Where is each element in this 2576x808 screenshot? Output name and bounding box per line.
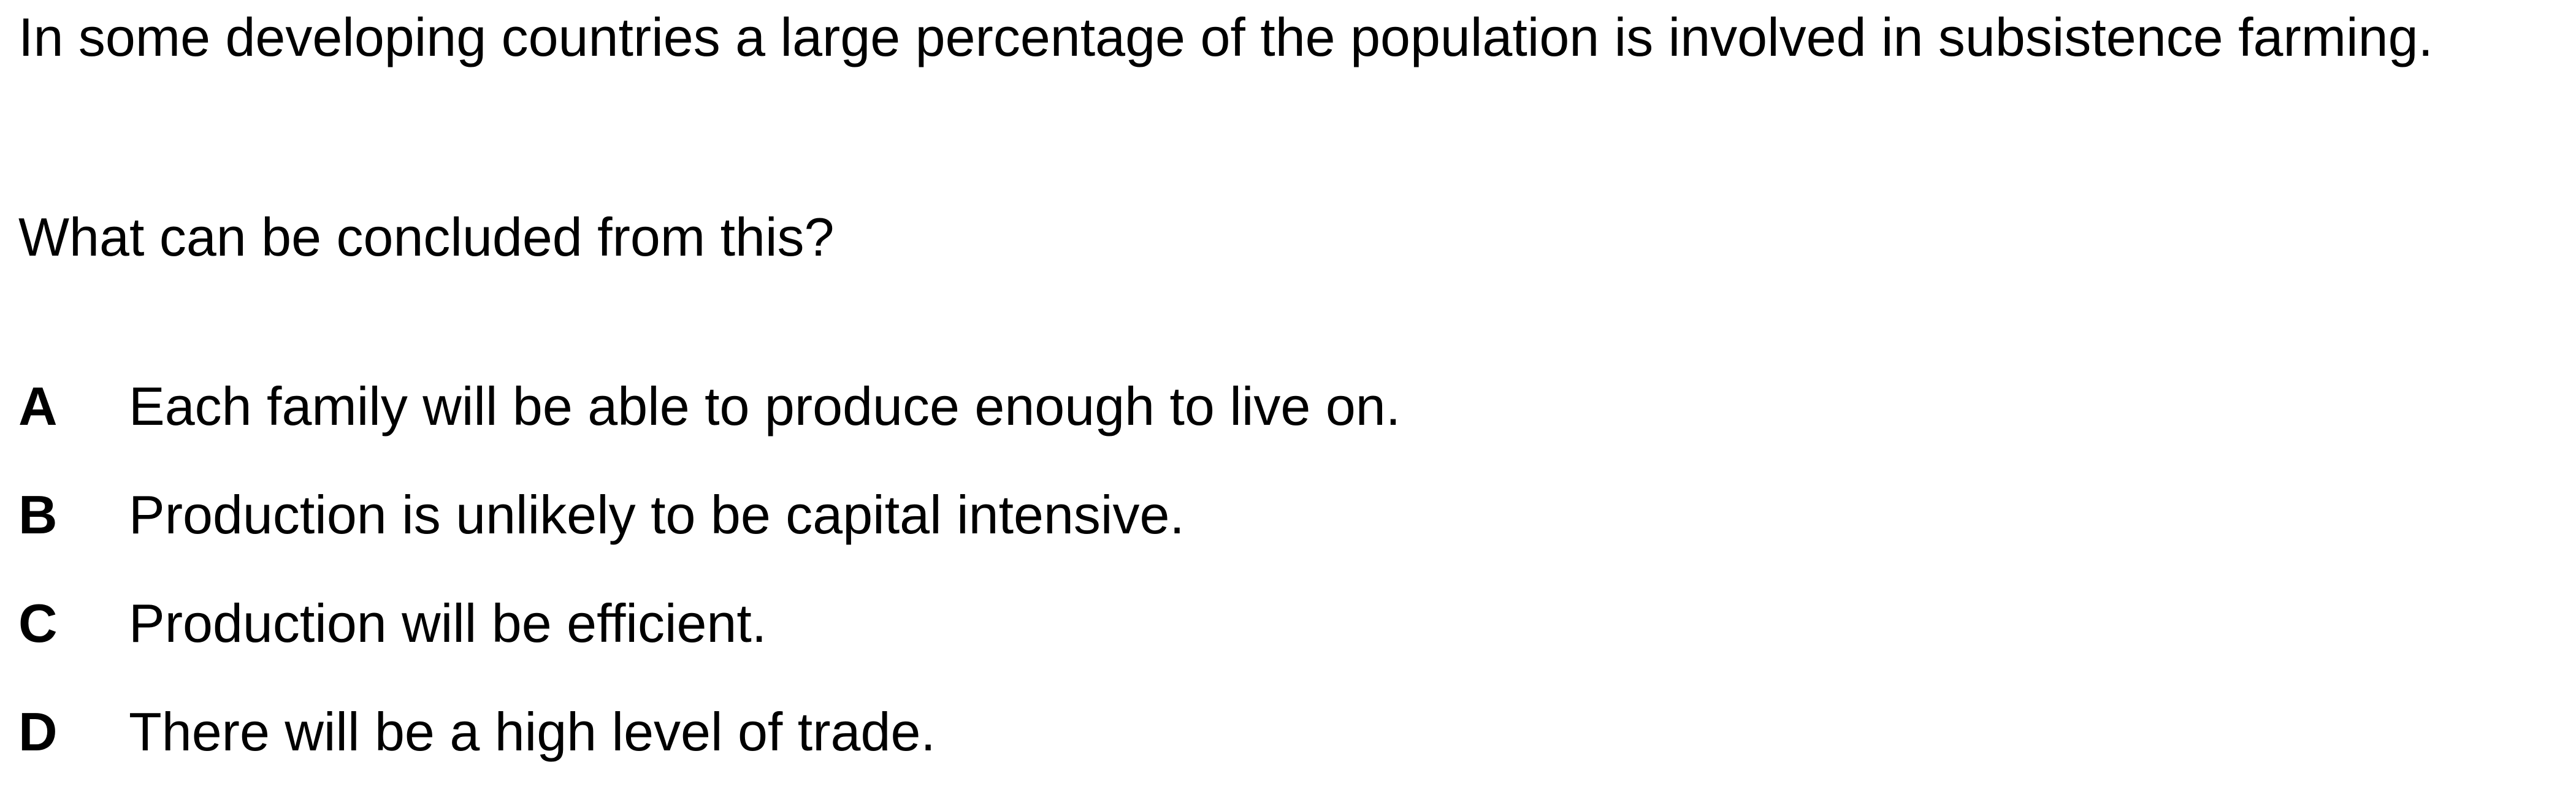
answer-option-d[interactable]: D There will be a high level of trade. (18, 699, 1401, 808)
answer-option-c[interactable]: C Production will be efficient. (18, 591, 1401, 699)
option-text: There will be a high level of trade. (129, 701, 936, 762)
question-page: In some developing countries a large per… (18, 7, 2433, 762)
option-text: Each family will be able to produce enou… (129, 376, 1401, 436)
answer-option-a[interactable]: A Each family will be able to produce en… (18, 374, 1401, 482)
question-prompt: What can be concluded from this? (18, 207, 835, 267)
option-letter: A (18, 376, 58, 436)
option-text: Production will be efficient. (129, 593, 767, 654)
question-stem: In some developing countries a large per… (18, 7, 2433, 67)
option-text: Production is unlikely to be capital int… (129, 484, 1185, 545)
option-letter: D (18, 701, 58, 762)
answer-option-b[interactable]: B Production is unlikely to be capital i… (18, 482, 1401, 591)
option-letter: B (18, 484, 58, 545)
answer-options: A Each family will be able to produce en… (18, 374, 1401, 808)
option-letter: C (18, 593, 58, 654)
